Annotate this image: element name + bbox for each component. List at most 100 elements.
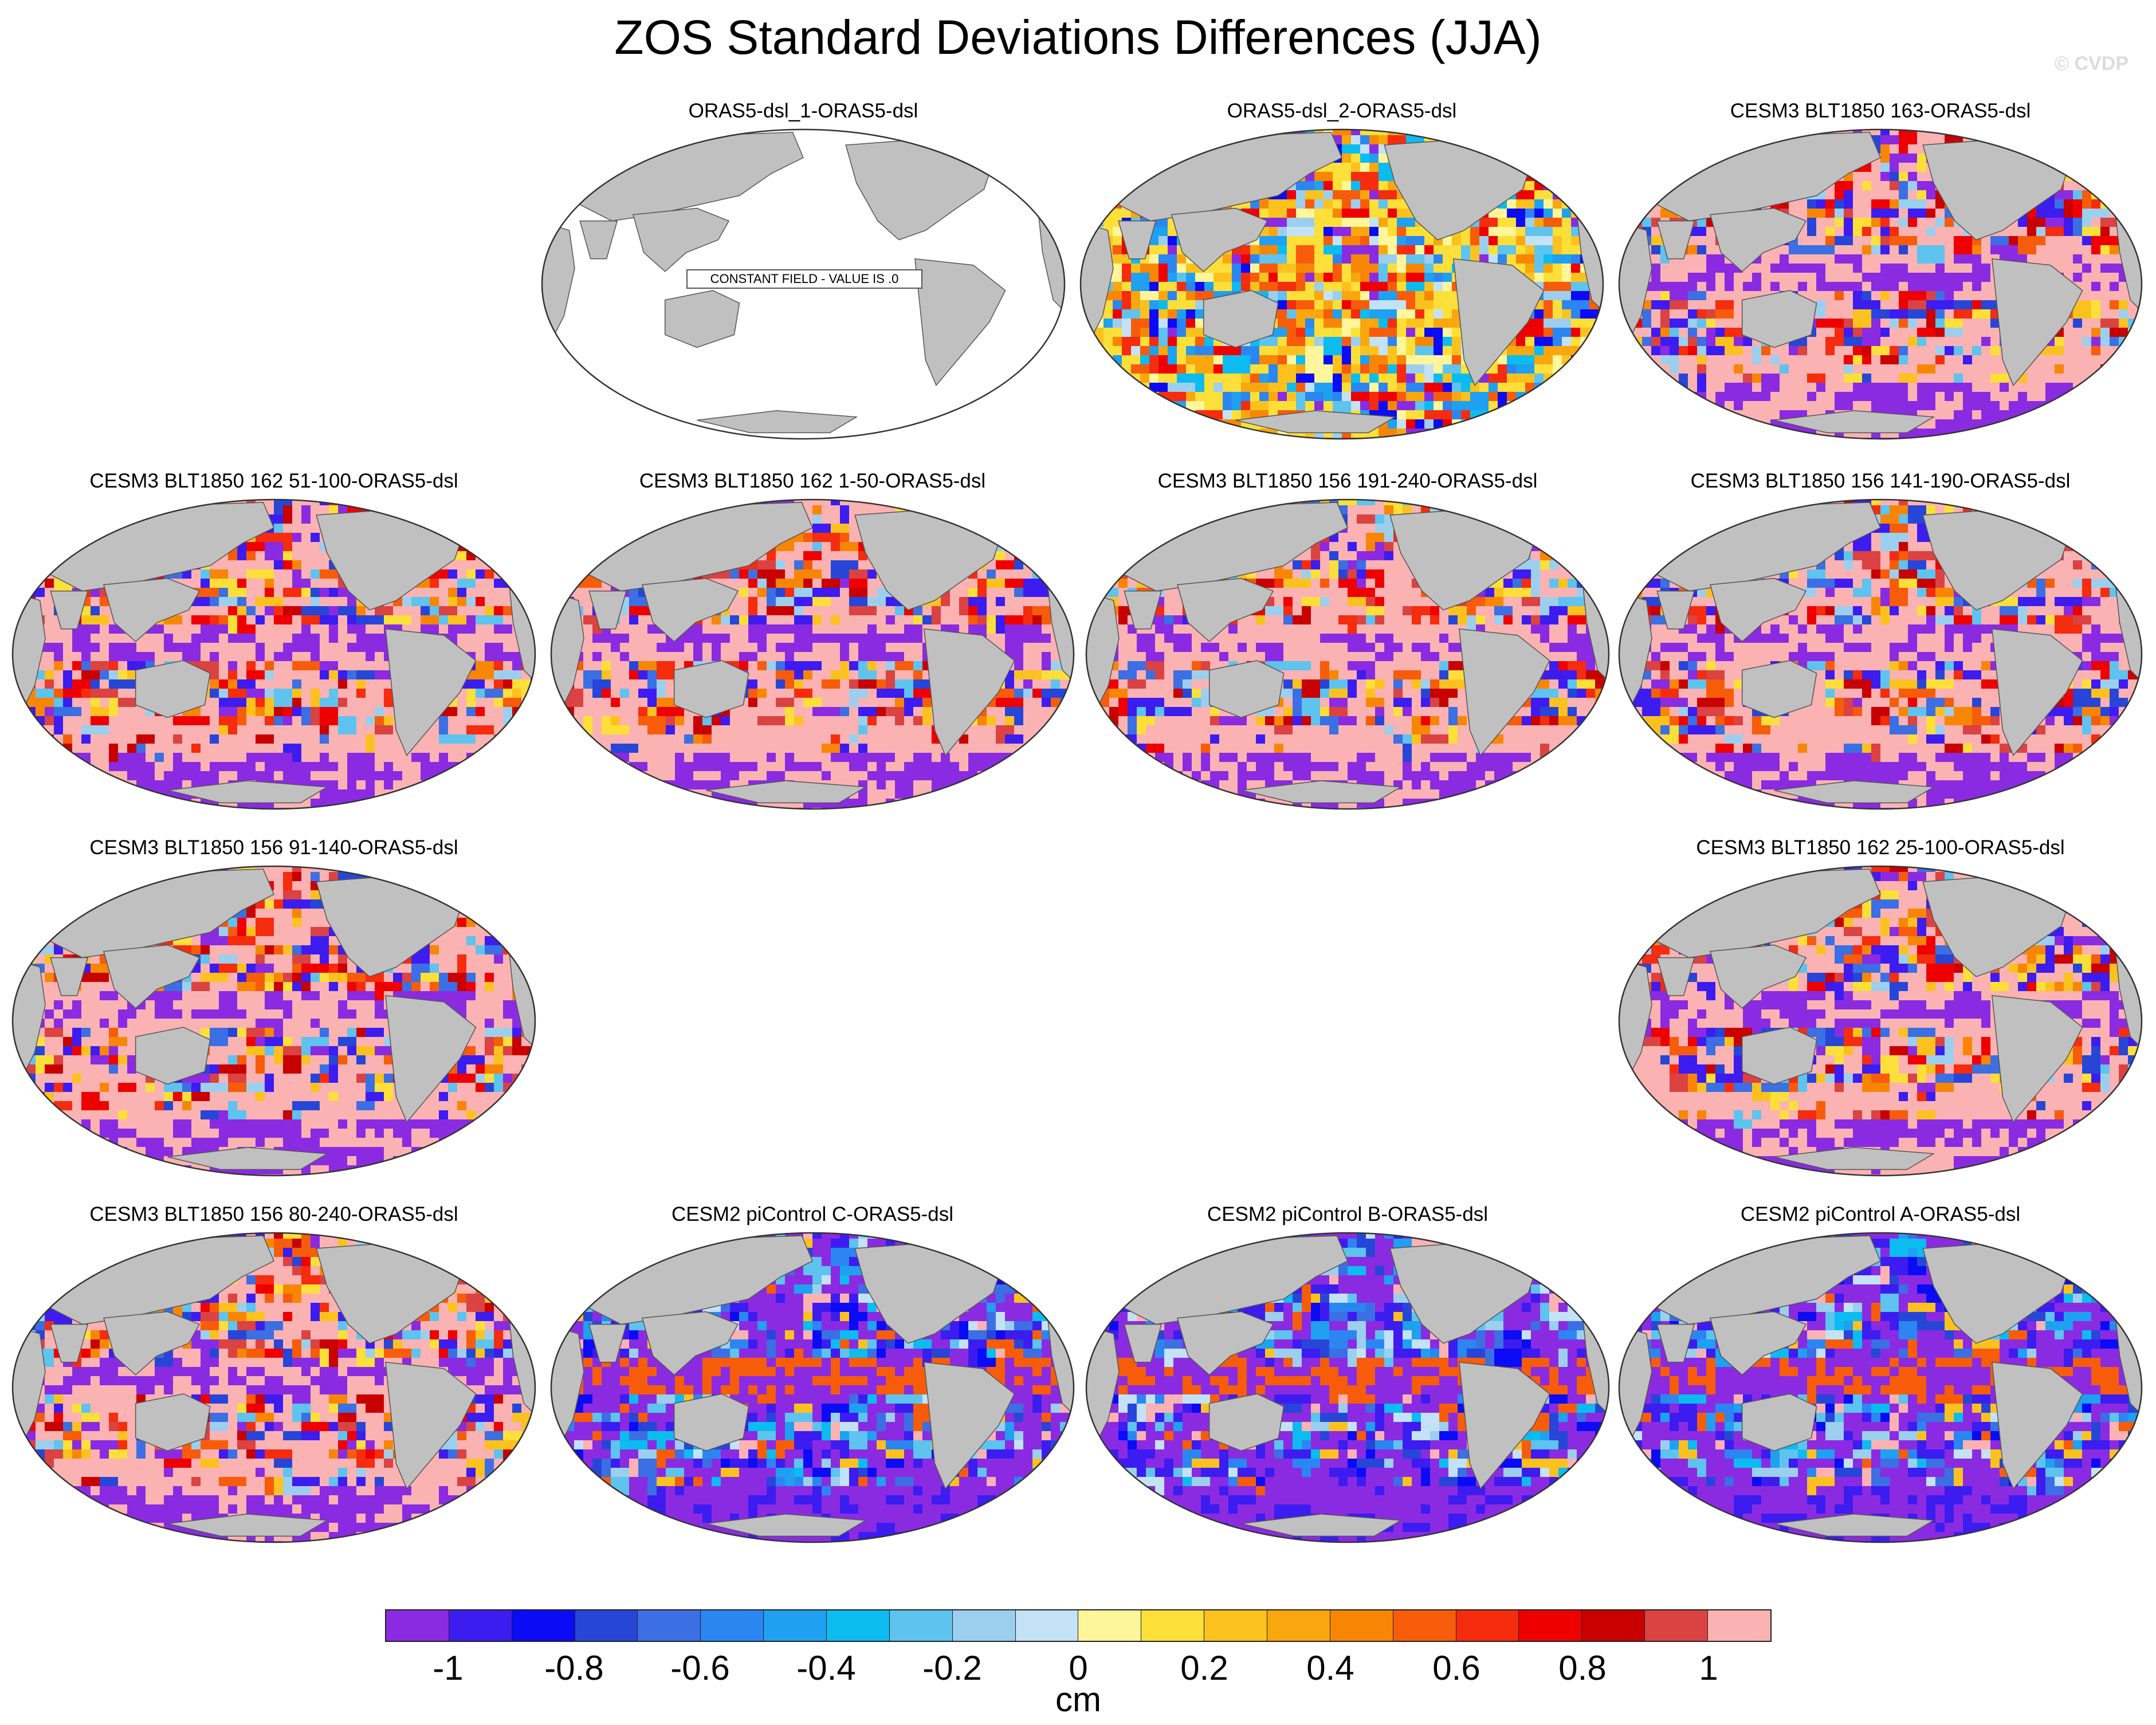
land-mass bbox=[673, 660, 749, 718]
colorbar-swatch bbox=[1330, 1610, 1393, 1641]
constant-field-label: CONSTANT FIELD - VALUE IS .0 bbox=[686, 269, 922, 289]
map-border bbox=[11, 498, 536, 810]
land-mass bbox=[924, 1361, 1015, 1490]
land-mass bbox=[1459, 628, 1550, 757]
colorbar-tick-label: 0.2 bbox=[1180, 1649, 1228, 1687]
panel-title: CESM2 piControl C-ORAS5-dsl bbox=[671, 1203, 954, 1225]
colorbar-swatch bbox=[1393, 1610, 1456, 1641]
land-mass bbox=[1992, 1361, 2083, 1490]
land-mass bbox=[1177, 1311, 1274, 1376]
land-mass bbox=[2071, 1247, 2126, 1294]
colorbar-swatch bbox=[1078, 1610, 1142, 1641]
land-mass bbox=[1124, 1323, 1163, 1363]
colorbar-swatch bbox=[449, 1610, 512, 1641]
land-mass bbox=[664, 290, 740, 348]
land-mass bbox=[464, 514, 519, 560]
land-mass bbox=[1235, 410, 1397, 434]
land-mass bbox=[1241, 780, 1403, 804]
land-mass bbox=[1710, 207, 1807, 272]
land-mass bbox=[2071, 144, 2126, 190]
watermark: © CVDP bbox=[2055, 53, 2128, 74]
land-mass bbox=[1992, 628, 2083, 757]
colorbar-swatch bbox=[952, 1610, 1016, 1641]
colorbar-swatch bbox=[764, 1610, 827, 1641]
panel-title: CESM3 BLT1850 156 80-240-ORAS5-dsl bbox=[89, 1203, 458, 1225]
map-plot bbox=[550, 498, 1075, 810]
colorbar-swatch bbox=[1141, 1610, 1205, 1641]
panel-title: CESM3 BLT1850 156 91-140-ORAS5-dsl bbox=[89, 836, 458, 859]
map-border bbox=[550, 1232, 1075, 1543]
land-mass bbox=[642, 577, 739, 642]
map-border bbox=[1085, 498, 1610, 810]
colorbar-tick-label: -0.2 bbox=[922, 1649, 982, 1687]
land-mass bbox=[135, 1027, 211, 1085]
land-mass bbox=[579, 220, 618, 260]
land-mass bbox=[588, 590, 627, 630]
panel-title: CESM3 BLT1850 162 51-100-ORAS5-dsl bbox=[89, 470, 458, 492]
land-mass bbox=[588, 1323, 627, 1363]
land-mass bbox=[1741, 290, 1817, 348]
map-panel-cesm3-163: CESM3 BLT1850 163-ORAS5-dsl bbox=[1615, 99, 2146, 442]
land-mass bbox=[464, 1247, 519, 1294]
map-plot bbox=[1618, 128, 2143, 440]
colorbar-swatch bbox=[827, 1610, 890, 1641]
map-panel-cesm3-156-80-240: CESM3 BLT1850 156 80-240-ORAS5-dsl bbox=[8, 1202, 540, 1546]
map-plot bbox=[541, 128, 1066, 440]
map-panel-cesm3-162-51-100: CESM3 BLT1850 162 51-100-ORAS5-dsl bbox=[8, 469, 540, 812]
land-mass bbox=[1118, 220, 1157, 260]
map-plot bbox=[11, 498, 536, 810]
land-mass bbox=[1774, 410, 1935, 434]
land-mass bbox=[464, 881, 519, 927]
land-mass bbox=[1741, 1393, 1817, 1452]
map-plot bbox=[550, 1232, 1075, 1543]
land-mass bbox=[1532, 144, 1587, 190]
land-mass bbox=[1656, 590, 1695, 630]
land-mass bbox=[135, 1393, 211, 1452]
land-mass bbox=[914, 258, 1006, 387]
map-panel-cesm2-picontrol-c: CESM2 piControl C-ORAS5-dsl bbox=[547, 1202, 1078, 1546]
land-mass bbox=[993, 144, 1048, 190]
map-panel-cesm3-162-1-50: CESM3 BLT1850 162 1-50-ORAS5-dsl bbox=[547, 469, 1078, 812]
land-mass bbox=[1208, 660, 1285, 718]
land-mass bbox=[633, 207, 730, 272]
land-mass bbox=[385, 1361, 477, 1490]
map-border bbox=[11, 1232, 536, 1543]
land-mass bbox=[1992, 258, 2083, 387]
land-mass bbox=[2071, 514, 2126, 560]
colorbar-swatch bbox=[1015, 1610, 1079, 1641]
land-mass bbox=[1774, 780, 1935, 804]
land-mass bbox=[167, 1147, 329, 1170]
panel-title: CESM2 piControl B-ORAS5-dsl bbox=[1207, 1203, 1489, 1225]
map-panel-cesm3-156-141-190: CESM3 BLT1850 156 141-190-ORAS5-dsl bbox=[1615, 469, 2146, 812]
land-mass bbox=[1203, 290, 1279, 348]
map-plot bbox=[1618, 498, 2143, 810]
colorbar-tick-label: -0.6 bbox=[670, 1649, 730, 1687]
colorbar-swatch bbox=[1456, 1610, 1519, 1641]
map-border bbox=[1618, 498, 2143, 810]
colorbar-swatch bbox=[1582, 1610, 1646, 1641]
map-border bbox=[550, 498, 1075, 810]
panel-title: ORAS5-dsl_1-ORAS5-dsl bbox=[688, 100, 918, 122]
land-mass bbox=[642, 1311, 739, 1376]
panel-title: CESM3 BLT1850 156 141-190-ORAS5-dsl bbox=[1690, 470, 2071, 492]
land-mass bbox=[1538, 514, 1593, 560]
land-mass bbox=[103, 1311, 201, 1376]
map-panel-oras5-dsl2: ORAS5-dsl_2-ORAS5-dsl bbox=[1076, 99, 1608, 442]
land-mass bbox=[1538, 1247, 1593, 1294]
land-mass bbox=[103, 577, 201, 642]
map-plot bbox=[1079, 128, 1604, 440]
colorbar-tick-label: 0 bbox=[1069, 1649, 1088, 1687]
land-mass bbox=[1453, 258, 1545, 387]
land-mass bbox=[385, 628, 477, 757]
land-mass bbox=[706, 1514, 867, 1537]
land-mass bbox=[673, 1393, 749, 1452]
panel-title: CESM3 BLT1850 162 25-100-ORAS5-dsl bbox=[1696, 836, 2065, 859]
colorbar-swatch bbox=[889, 1610, 953, 1641]
land-mass bbox=[924, 628, 1015, 757]
colorbar-tick-label: 0.6 bbox=[1432, 1649, 1480, 1687]
map-plot bbox=[11, 1232, 536, 1543]
land-mass bbox=[706, 780, 867, 804]
land-mass bbox=[50, 590, 89, 630]
colorbar-swatch bbox=[638, 1610, 701, 1641]
map-border bbox=[1618, 128, 2143, 440]
